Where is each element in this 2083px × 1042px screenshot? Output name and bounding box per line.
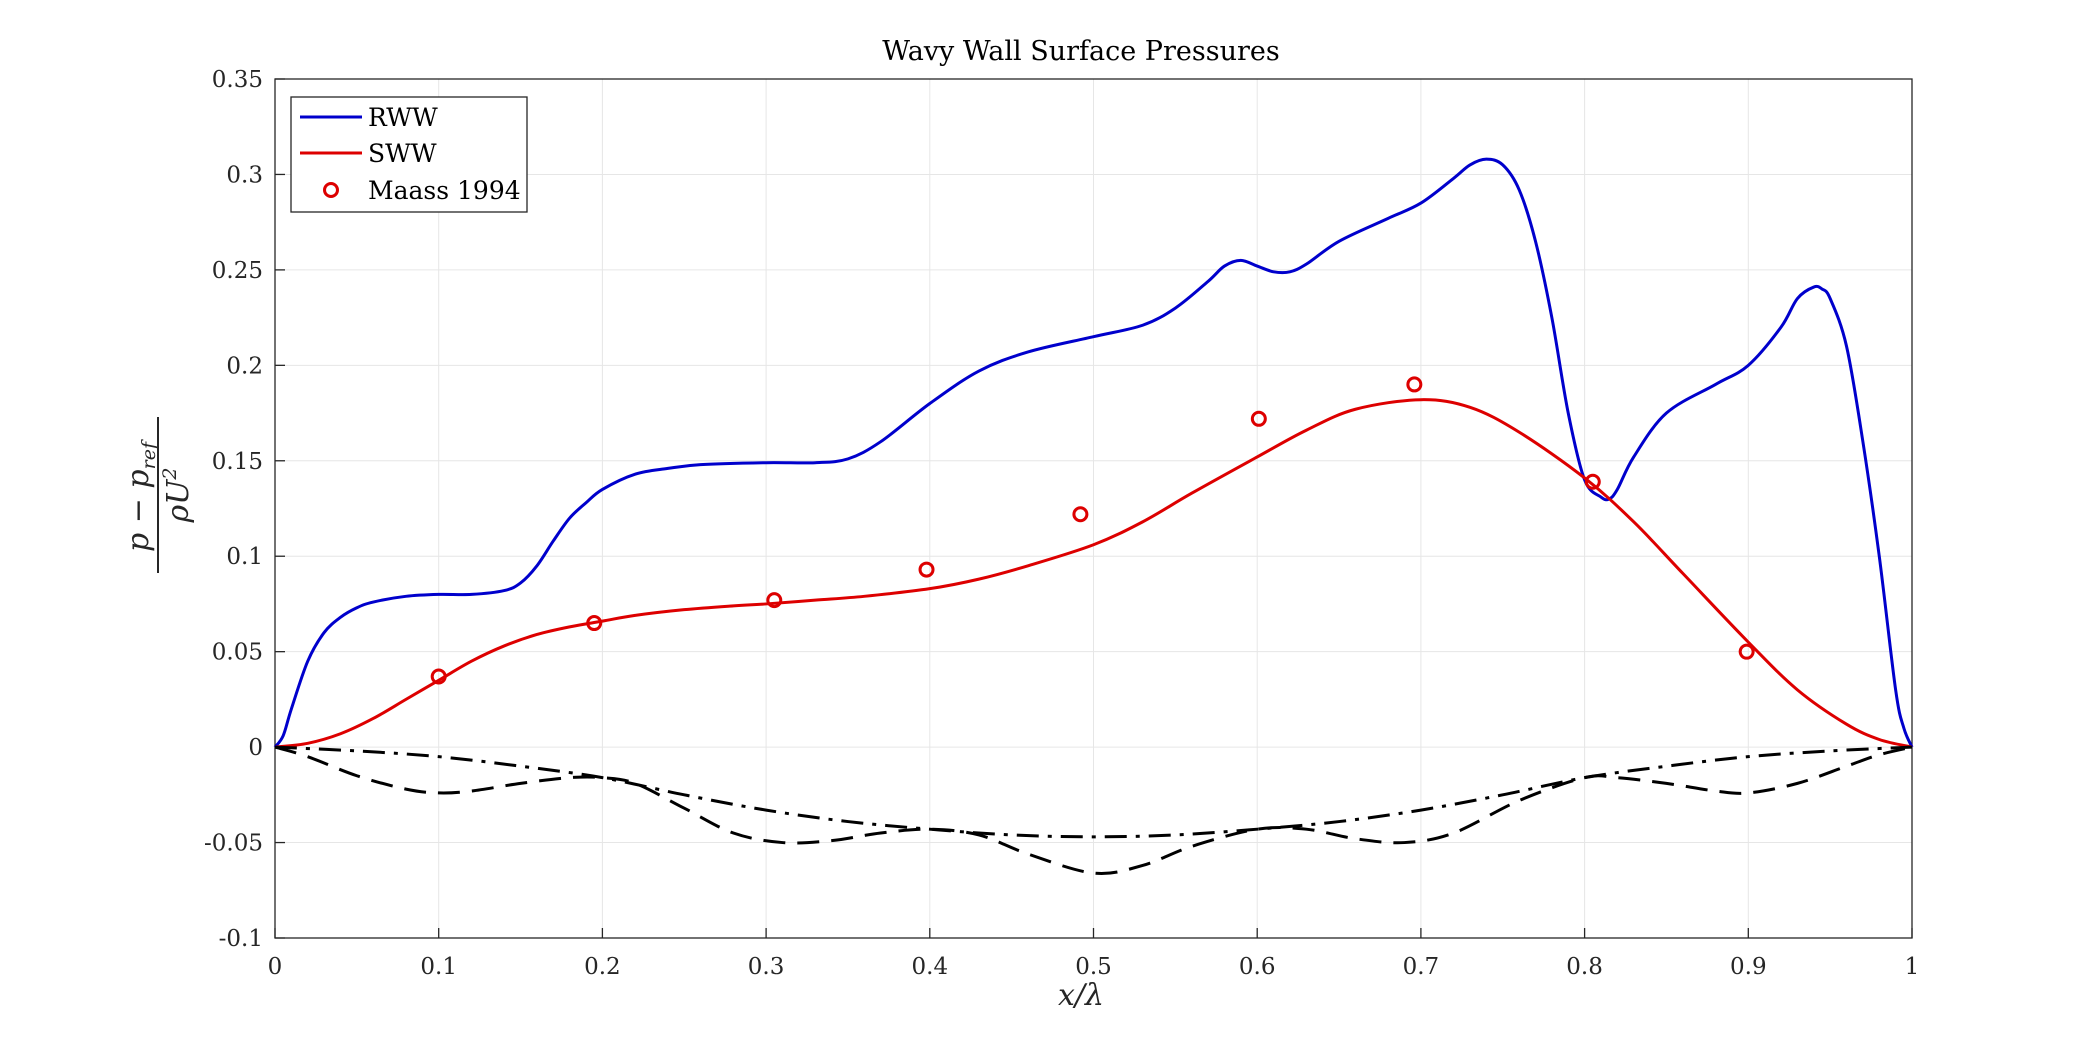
data-point-maass-1994 <box>430 668 447 685</box>
x-tick-label: 0.1 <box>420 954 457 980</box>
legend-marker-maass <box>323 182 339 198</box>
x-tick-label: 0.8 <box>1566 954 1603 980</box>
data-point-maass-1994 <box>1250 410 1267 427</box>
y-axis-label-denominator: ρU2 <box>159 467 196 523</box>
y-tick-label: 0.15 <box>212 449 263 475</box>
legend-label-rww: RWW <box>368 103 438 132</box>
x-tick-label: 0.5 <box>1075 954 1112 980</box>
x-tick-labels: 0 0.1 0.2 0.3 0.4 0.5 0.6 0.7 0.8 0.9 1 <box>268 954 1920 980</box>
data-point-maass-1994 <box>1406 376 1423 393</box>
x-tick-label: 0.3 <box>748 954 785 980</box>
series-line-rww <box>273 157 1914 749</box>
legend-label-maass: Maass 1994 <box>368 176 521 205</box>
x-tick-label: 0.6 <box>1239 954 1276 980</box>
series-maass-1994 <box>430 376 1755 685</box>
data-point-maass-1994 <box>1584 473 1601 490</box>
chart-title: Wavy Wall Surface Pressures <box>882 36 1279 67</box>
y-tick-label: 0.2 <box>226 353 263 379</box>
x-tick-label: 0.9 <box>1730 954 1767 980</box>
y-tick-label: 0.35 <box>212 67 263 93</box>
y-tick-label: -0.1 <box>219 926 263 952</box>
y-tick-label: 0 <box>248 735 263 761</box>
series-line-reference-curve-4 <box>274 745 1913 839</box>
series-layer <box>273 157 1914 876</box>
y-axis-label-numerator: p − pref <box>121 439 160 552</box>
y-tick-label: 0.25 <box>212 258 263 284</box>
data-point-maass-1994 <box>1738 643 1755 660</box>
y-tick-label: 0.05 <box>212 640 263 666</box>
data-point-maass-1994 <box>586 615 603 632</box>
x-tick-label: 1 <box>1905 954 1920 980</box>
y-tick-label: 0.3 <box>226 162 263 188</box>
y-tick-labels: -0.1 -0.05 0 0.05 0.1 0.15 0.2 0.25 0.3 0.35 <box>204 67 263 952</box>
series-line-reference-curve-3 <box>274 745 1913 876</box>
y-tick-label: 0.1 <box>226 544 263 570</box>
data-point-maass-1994 <box>1072 506 1089 523</box>
x-axis-label: x/λ <box>1058 978 1104 1013</box>
x-tick-label: 0 <box>268 954 283 980</box>
legend-label-sww: SWW <box>368 139 437 168</box>
legend: RWW SWW Maass 1994 <box>290 96 528 213</box>
series-line-sww <box>274 398 1913 749</box>
data-point-maass-1994 <box>766 592 783 609</box>
y-axis-label: p − pref ρU2 <box>121 417 196 573</box>
x-tick-label: 0.7 <box>1403 954 1440 980</box>
y-tick-label: -0.05 <box>204 831 263 857</box>
x-tick-label: 0.4 <box>912 954 949 980</box>
x-tick-label: 0.2 <box>584 954 621 980</box>
data-point-maass-1994 <box>918 561 935 578</box>
